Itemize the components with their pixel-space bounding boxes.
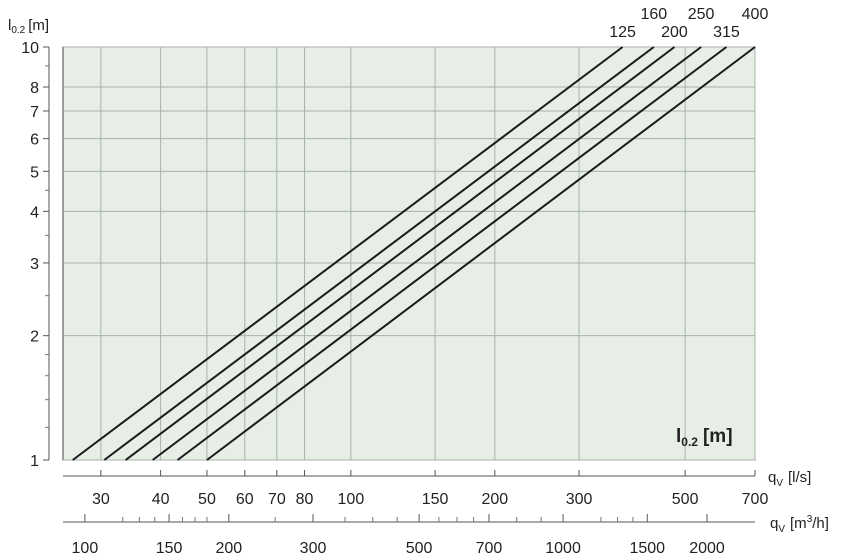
y-tick-label: 1 <box>30 453 39 470</box>
series-line-400 <box>206 46 756 461</box>
x2-tick-label: 2000 <box>689 540 725 557</box>
y-tick-label: 10 <box>21 40 39 57</box>
series-label-315: 315 <box>713 24 740 41</box>
x-tick-label: 500 <box>672 491 699 508</box>
x-tick-label: 80 <box>296 491 314 508</box>
y-tick-label: 7 <box>30 104 39 121</box>
x2-tick-label: 100 <box>72 540 99 557</box>
x-tick-label: 50 <box>198 491 216 508</box>
x2-tick-label: 300 <box>300 540 327 557</box>
x-tick-label: 40 <box>152 491 170 508</box>
x2-tick-label: 150 <box>156 540 183 557</box>
series-line-250 <box>152 46 702 461</box>
x2-tick-label: 200 <box>215 540 242 557</box>
series-label-125: 125 <box>609 24 636 41</box>
x-tick-label: 700 <box>742 491 769 508</box>
x-tick-label: 300 <box>566 491 593 508</box>
grid-lines <box>63 46 756 461</box>
y-tick-label: 5 <box>30 164 39 181</box>
x-tick-label: 60 <box>236 491 254 508</box>
y-tick-label: 2 <box>30 329 39 346</box>
x2-tick-label: 1000 <box>545 540 581 557</box>
y-tick-label: 4 <box>30 204 39 221</box>
series-label-200: 200 <box>661 24 688 41</box>
inside-axis-label: l0.2 [m] <box>676 426 733 449</box>
series-line-315 <box>176 46 728 461</box>
x-axis-title-m3-per-h: qV [m3/h] <box>770 514 829 535</box>
series-lines <box>72 46 756 461</box>
x2-tick-label: 700 <box>476 540 503 557</box>
y-axis-title: l0.2 [m] <box>8 17 49 36</box>
x-tick-label: 30 <box>92 491 110 508</box>
x2-tick-label: 500 <box>406 540 433 557</box>
x-tick-label: 100 <box>338 491 365 508</box>
plot-area <box>62 46 756 461</box>
x-axis-l-per-s: 30 40 50 60 70 80 100 150 200 300 500 700 <box>63 470 768 508</box>
series-line-160 <box>103 46 655 461</box>
series-label-160: 160 <box>640 6 667 23</box>
series-label-400: 400 <box>742 6 769 23</box>
series-line-200 <box>125 46 676 461</box>
y-tick-label: 6 <box>30 132 39 149</box>
y-tick-label: 8 <box>30 80 39 97</box>
x-tick-label: 150 <box>422 491 449 508</box>
series-line-125 <box>72 46 624 461</box>
x-tick-label: 200 <box>481 491 508 508</box>
series-label-250: 250 <box>688 6 715 23</box>
x-axis-m3-per-h: 100 150 200 300 500 700 1000 1500 2000 <box>63 514 755 557</box>
y-axis: 1 2 3 4 5 6 7 8 10 <box>21 40 50 470</box>
x-axis-title-l-per-s: qV [l/s] <box>768 469 811 489</box>
x-tick-label: 70 <box>268 491 286 508</box>
x2-tick-label: 1500 <box>629 540 665 557</box>
y-tick-label: 3 <box>30 256 39 273</box>
